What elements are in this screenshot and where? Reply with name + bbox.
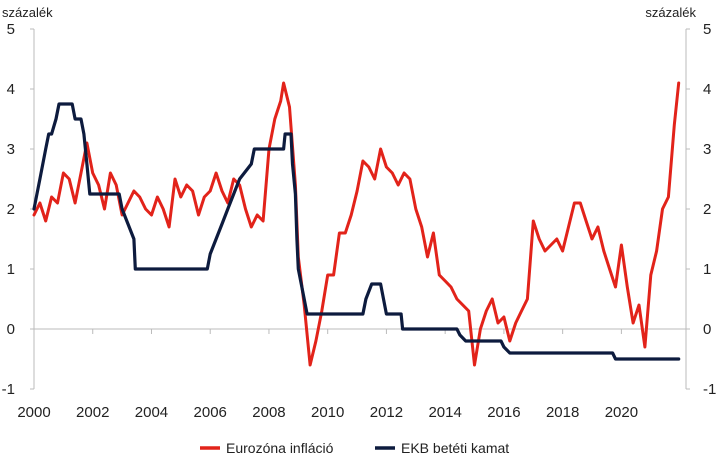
y-tick-label-left: 1 [7, 261, 15, 278]
axes: százalék százalék -1 -1 0 0 1 1 2 2 3 3 4 4 5 5 2000 2002… [2, 5, 717, 421]
x-tick-label: 2000 [17, 404, 50, 421]
y-tick-label-right: 0 [703, 321, 711, 338]
y-tick-label-right: 2 [703, 201, 711, 218]
y-tick-label-right: 1 [703, 261, 711, 278]
x-tick-label: 2008 [252, 404, 285, 421]
y-tick-label-left: 2 [7, 201, 15, 218]
legend: Eurozóna infláció EKB betéti kamat [200, 440, 509, 456]
series-line-1 [32, 81, 681, 367]
x-tick-label: 2006 [194, 404, 227, 421]
y-tick-label-left: 4 [7, 81, 15, 98]
x-tick-label: 2012 [370, 404, 403, 421]
x-tick-label: 2018 [546, 404, 579, 421]
y-tick-label-left: 0 [7, 321, 15, 338]
legend-label-2: EKB betéti kamat [401, 440, 509, 456]
x-tick-label: 2002 [76, 404, 109, 421]
x-tick-label: 2020 [605, 404, 638, 421]
y-tick-label-left: 5 [7, 21, 15, 38]
x-tick-label: 2004 [135, 404, 168, 421]
legend-label-1: Eurozóna infláció [226, 440, 334, 456]
y-tick-label-right: 3 [703, 141, 711, 158]
y-tick-label-right: 5 [703, 21, 711, 38]
y-unit-left: százalék [2, 5, 53, 20]
y-tick-label-right: -1 [703, 381, 716, 398]
series-layer [32, 81, 681, 367]
x-tick-label: 2016 [487, 404, 520, 421]
x-tick-label: 2010 [311, 404, 344, 421]
series-line-2 [32, 102, 681, 361]
y-tick-label-right: 4 [703, 81, 711, 98]
x-tick-label: 2014 [428, 404, 461, 421]
y-tick-label-left: -1 [2, 381, 15, 398]
y-unit-right: százalék [645, 5, 696, 20]
y-tick-label-left: 3 [7, 141, 15, 158]
